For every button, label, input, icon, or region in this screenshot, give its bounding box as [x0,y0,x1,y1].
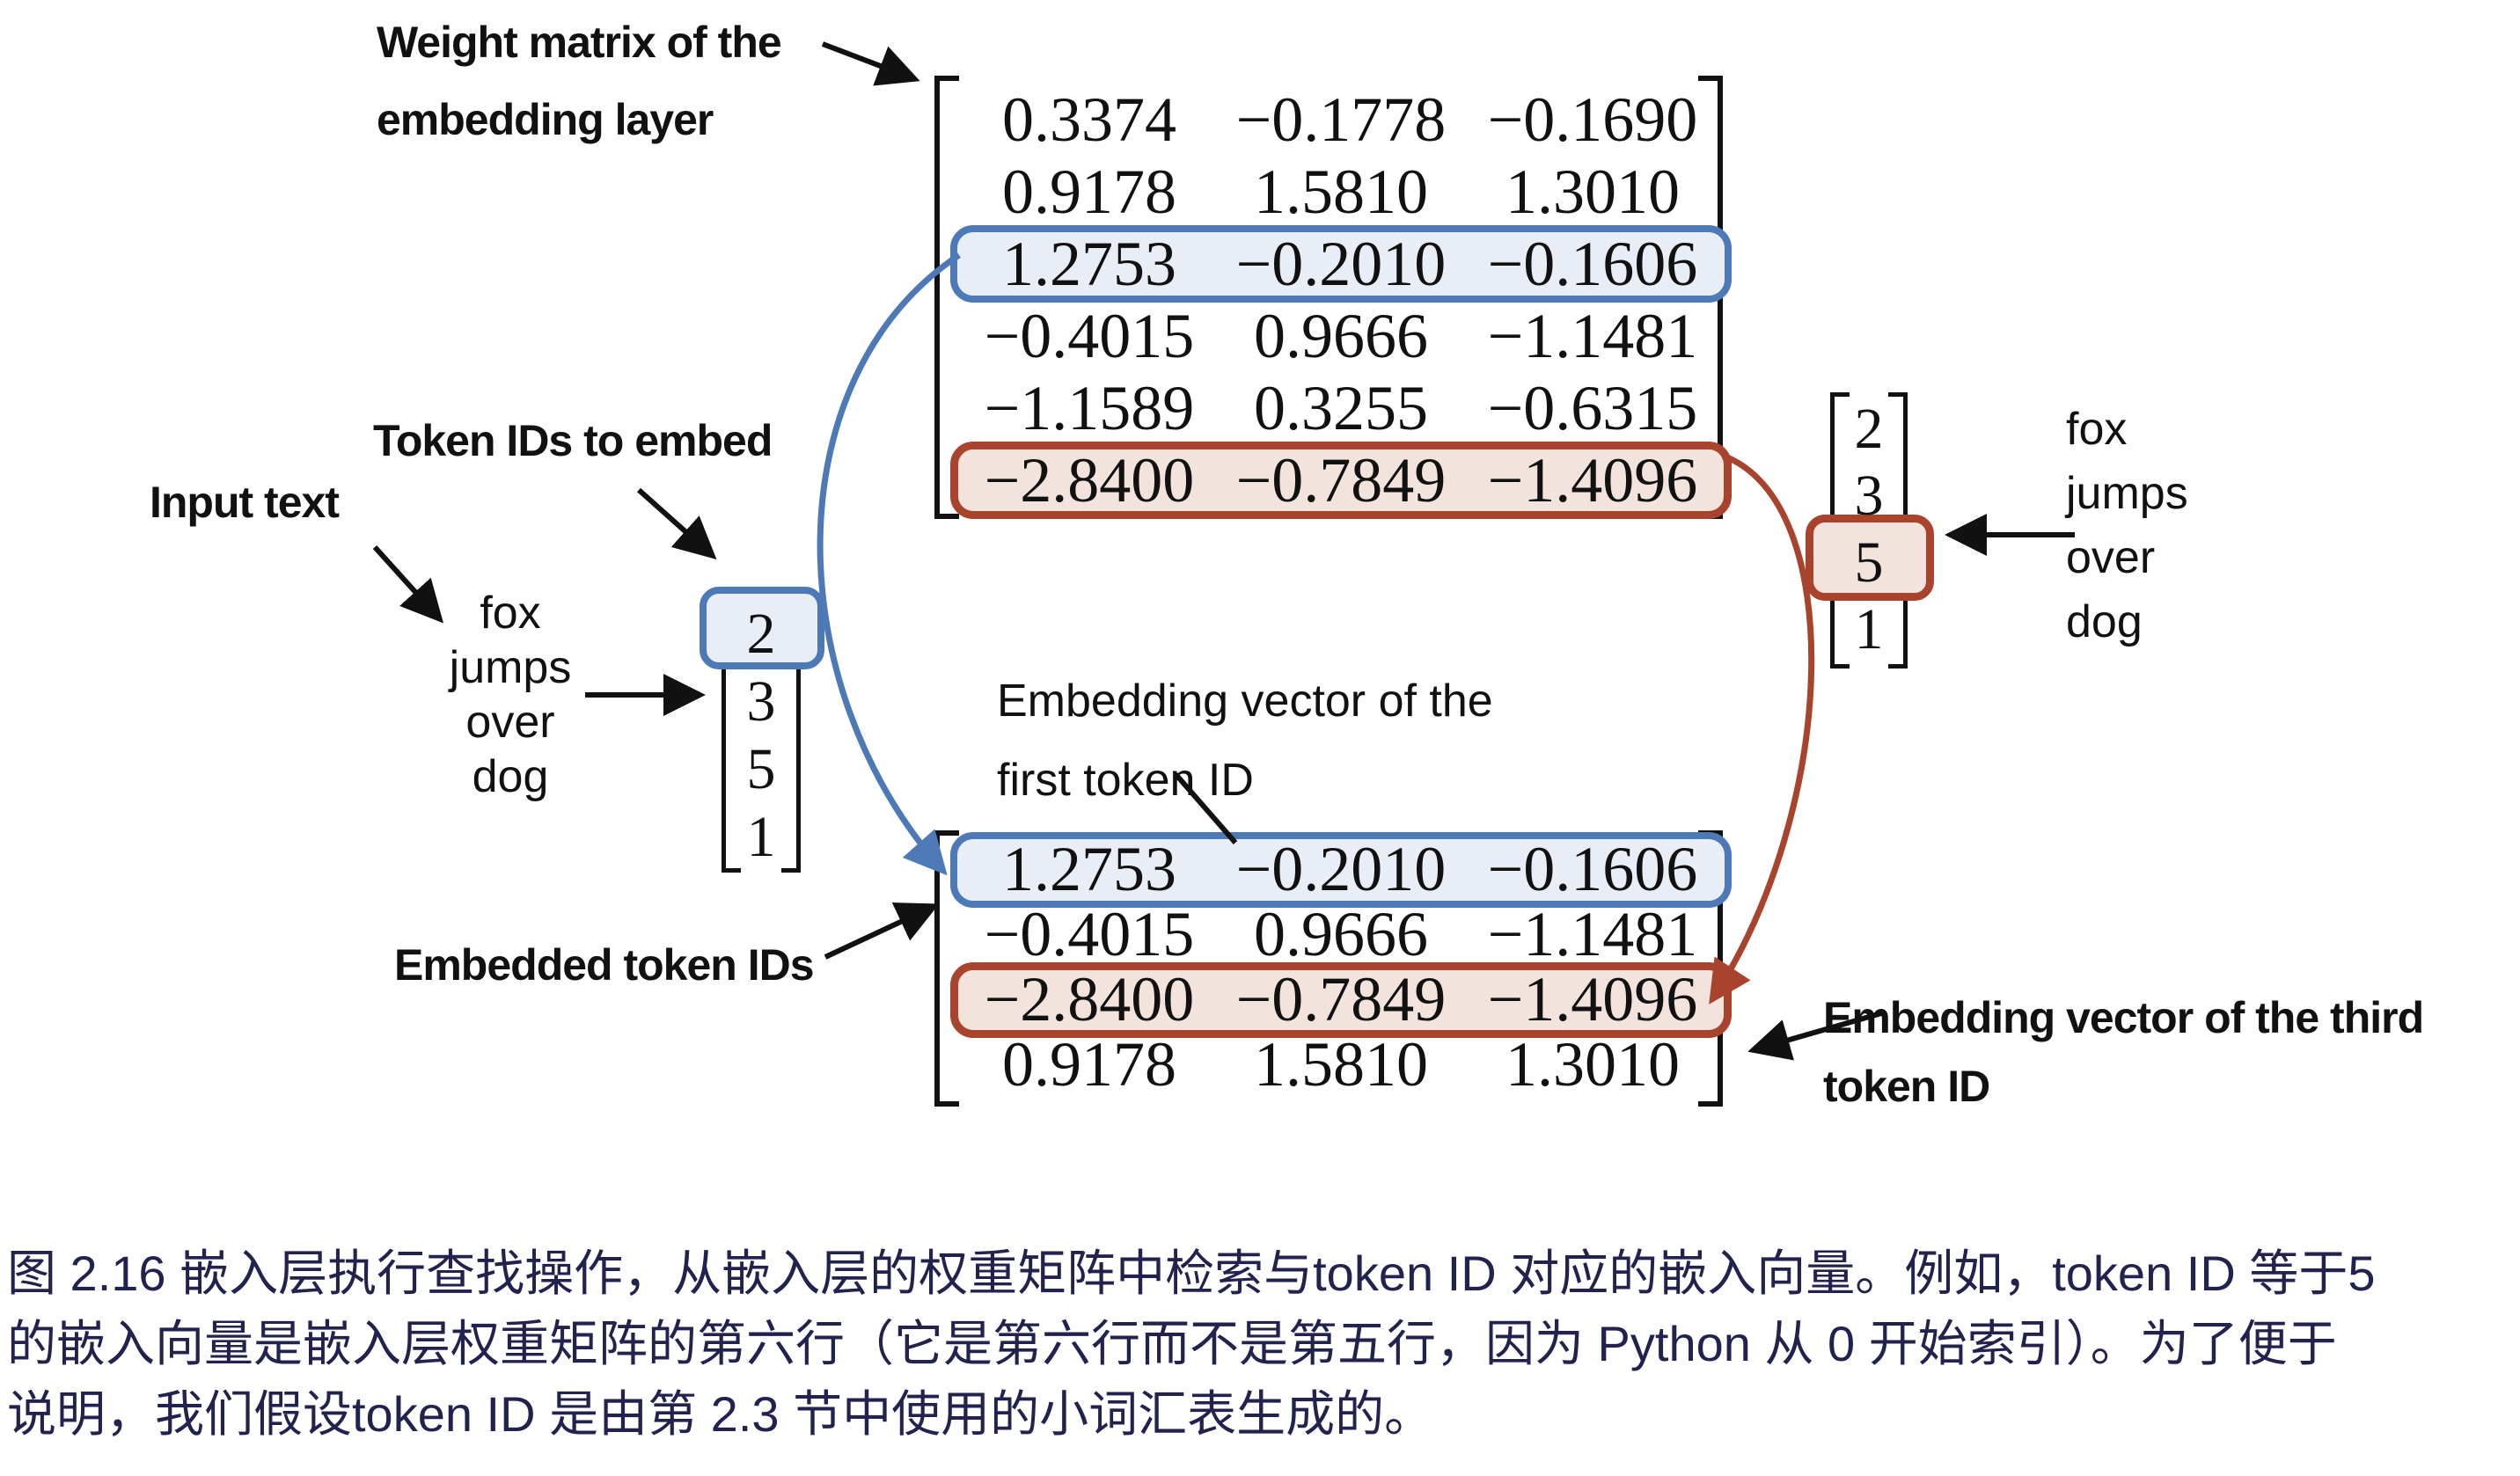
third-token-label: Embedding vector of the third token ID [1823,983,2424,1121]
word-jumps: jumps [449,642,572,693]
word-dog: dog [2066,596,2143,647]
matrix-cell: −0.7849 [1235,444,1447,515]
matrix-row: 0.9178 1.5810 1.3010 [963,157,1718,227]
word-fox: fox [2066,404,2128,455]
matrix-cell: 0.3374 [1002,84,1176,155]
matrix-cell: 0.9178 [1002,156,1176,227]
weight-matrix-arrow [821,41,920,86]
weight-matrix-label-line1: Weight matrix of the [377,18,782,67]
matrix-cell: −0.4015 [984,898,1195,969]
matrix-row-red: −2.8400 −0.7849 −1.4096 [963,964,1718,1034]
matrix-cell: 1.5810 [1254,156,1428,227]
matrix-cell: 1.5810 [1254,1028,1428,1100]
first-token-label: Embedding vector of the first token ID [997,661,1493,820]
red-lookup-curve [1709,452,1815,1005]
word-over: over [2066,532,2156,583]
word-dog: dog [472,751,549,802]
right-vector-red-highlight [1806,515,1934,601]
input-text-label: Input text [150,478,340,527]
matrix-cell: −1.1481 [1487,300,1698,371]
token-id-values: 2 3 5 1 [722,600,801,871]
matrix-cell: 1.2753 [1002,833,1176,904]
caption-line1: 图 2.16 嵌入层执行查找操作，从嵌入层的权重矩阵中检索与token ID 对… [7,1246,2376,1301]
weight-matrix-label-line2: embedding layer [377,95,714,144]
third-token-label-line1: Embedding vector of the third [1823,993,2424,1042]
token-ids-label: Token IDs to embed [373,416,773,465]
third-token-label-line2: token ID [1823,1062,1990,1111]
matrix-row: 0.3374 −0.1778 −0.1690 [963,84,1718,155]
matrix-cell: −0.4015 [984,300,1195,371]
matrix-row: −0.4015 0.9666 −1.1481 [963,301,1718,371]
token-id: 5 [746,737,776,801]
matrix-cell: 1.2753 [1002,228,1176,299]
caption-line2: 的嵌入向量是嵌入层权重矩阵的第六行（它是第六行而不是第五行，因为 Python … [7,1316,2337,1371]
word-fox: fox [480,588,541,639]
matrix-cell: 0.9666 [1254,300,1428,371]
matrix-cell: −0.2010 [1235,228,1447,299]
token-id: 3 [746,669,776,734]
token-ids-arrow [637,487,717,559]
caption-line3: 说明，我们假设token ID 是由第 2.3 节中使用的小词汇表生成的。 [7,1386,1434,1442]
token-id-values: 2 3 5 1 [1830,396,1908,663]
embedded-matrix-blue-highlight [950,832,1732,908]
token-id: 1 [1854,597,1884,661]
figure-caption: 图 2.16 嵌入层执行查找操作，从嵌入层的权重矩阵中检索与token ID 对… [7,1239,2515,1450]
matrix-row: 0.9178 1.5810 1.3010 [963,1029,1718,1100]
matrix-cell: 1.3010 [1505,1028,1680,1100]
token-id: 5 [1854,530,1884,595]
matrix-row: −0.4015 0.9666 −1.1481 [963,899,1718,969]
word-over: over [465,697,555,748]
first-token-label-line2: first token ID [997,755,1254,806]
matrix-cell: −1.4096 [1487,963,1698,1034]
input-words-right: fox jumps over dog [2066,398,2188,654]
matrix-cell: −0.2010 [1235,833,1447,904]
matrix-cell: −2.8400 [984,444,1195,515]
matrix-cell: −1.1589 [984,372,1195,443]
matrix-cell: −0.1690 [1487,84,1698,155]
matrix-row: −1.1589 0.3255 −0.6315 [963,373,1718,443]
weight-matrix-label: Weight matrix of the embedding layer [377,4,782,158]
input-words-left: fox jumps over dog [387,586,634,804]
matrix-row-blue: 1.2753 −0.2010 −0.1606 [963,834,1718,904]
matrix-row-blue: 1.2753 −0.2010 −0.1606 [963,229,1718,299]
token-id: 2 [746,602,776,666]
matrix-cell: −0.6315 [1487,372,1698,443]
embedded-token-ids-arrow [824,902,940,960]
matrix-cell: −0.7849 [1235,963,1447,1034]
embedded-token-ids-label: Embedded token IDs [394,940,815,990]
matrix-row-red: −2.8400 −0.7849 −1.4096 [963,445,1718,515]
weight-matrix-red-highlight [950,442,1732,519]
matrix-cell: −0.1606 [1487,833,1698,904]
matrix-cell: −0.1606 [1487,228,1698,299]
matrix-cell: 0.9666 [1254,898,1428,969]
matrix-cell: −1.4096 [1487,444,1698,515]
matrix-cell: −2.8400 [984,963,1195,1034]
token-id: 1 [746,805,776,869]
token-id: 3 [1854,464,1884,528]
word-jumps: jumps [2066,468,2188,519]
matrix-cell: 0.3255 [1254,372,1428,443]
weight-matrix-blue-highlight [950,225,1732,303]
first-token-label-line1: Embedding vector of the [997,676,1493,727]
matrix-cell: −1.1481 [1487,898,1698,969]
matrix-cell: 1.3010 [1505,156,1680,227]
token-id: 2 [1854,397,1884,461]
matrix-cell: 0.9178 [1002,1028,1176,1100]
matrix-cell: −0.1778 [1235,84,1447,155]
embedded-matrix-red-highlight [950,962,1732,1038]
